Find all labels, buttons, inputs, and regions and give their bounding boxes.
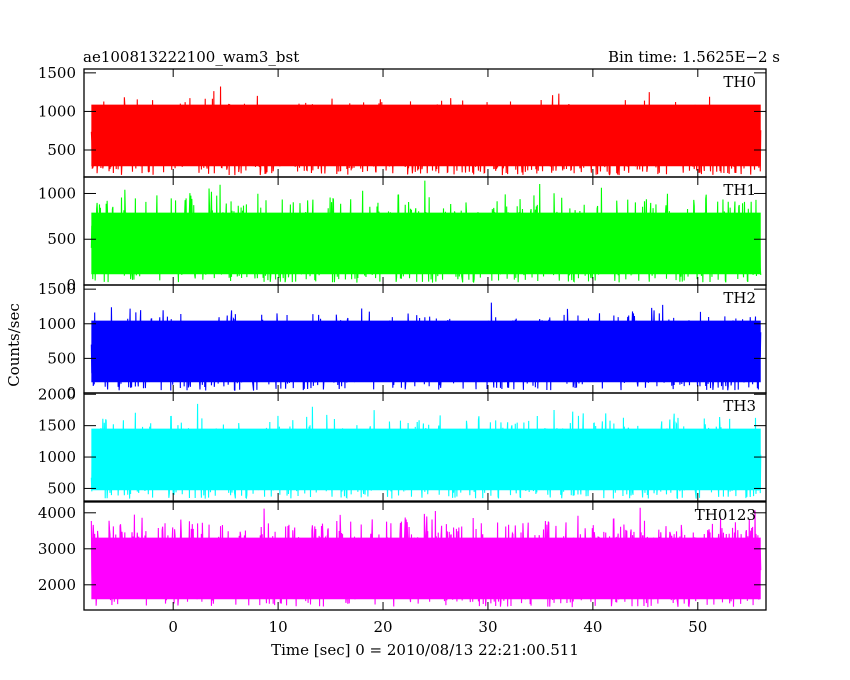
panel-th0123: 2000 3000 4000 TH0123 [38,501,767,611]
x-tick-label: 20 [373,618,392,636]
series-th2-line [90,302,762,391]
y-tick-label: 500 [47,479,76,497]
y-tick-label: 500 [47,230,76,248]
series-th0-line [90,86,762,176]
y-tick-label: 0 [66,276,76,294]
x-tick-label: 10 [269,618,288,636]
series-th0123-line [90,507,762,608]
panel-th1: 0 500 1000 TH1 [38,176,767,294]
y-tick-label: 4000 [38,504,76,522]
panel-label: TH2 [723,289,756,307]
panel-label: TH0123 [695,506,756,524]
x-tick-label: 30 [478,618,497,636]
bin-time-label: Bin time: 1.5625E−2 s [608,48,780,66]
y-axis-label: Counts/sec [5,303,23,387]
panel-frame [83,501,767,611]
y-tick-label: 500 [47,349,76,367]
y-tick-label: 2000 [38,385,76,403]
y-tick-label: 1500 [38,64,76,82]
chart-title: ae100813222100_wam3_bst [83,48,299,66]
x-axis-label: Time [sec] 0 = 2010/08/13 22:21:00.511 [271,641,579,659]
y-tick-label: 0 [66,384,76,402]
panel-label: TH1 [723,181,756,199]
panel-label: TH3 [723,397,756,415]
panel-th0: 500 1000 1500 TH0 [38,64,767,178]
series-th3-line [90,403,762,500]
y-tick-label: 1000 [38,184,76,202]
y-tick-label: 1500 [38,417,76,435]
series-th1-line [90,180,762,284]
panel-frame [83,392,767,502]
y-tick-label: 1000 [38,102,76,120]
x-tick-label: 50 [688,618,707,636]
y-tick-label: 2000 [38,576,76,594]
panel-label: TH0 [723,73,756,91]
y-tick-label: 500 [47,141,76,159]
panel-th3: 500 1000 1500 2000 TH3 [38,385,767,502]
x-tick-label: 40 [583,618,602,636]
y-tick-label: 1500 [38,280,76,298]
x-tick-label: 0 [168,618,178,636]
panel-th2: 0 500 1000 1500 TH2 [38,280,767,402]
y-tick-label: 1000 [38,448,76,466]
y-tick-label: 1000 [38,315,76,333]
y-tick-label: 3000 [38,540,76,558]
